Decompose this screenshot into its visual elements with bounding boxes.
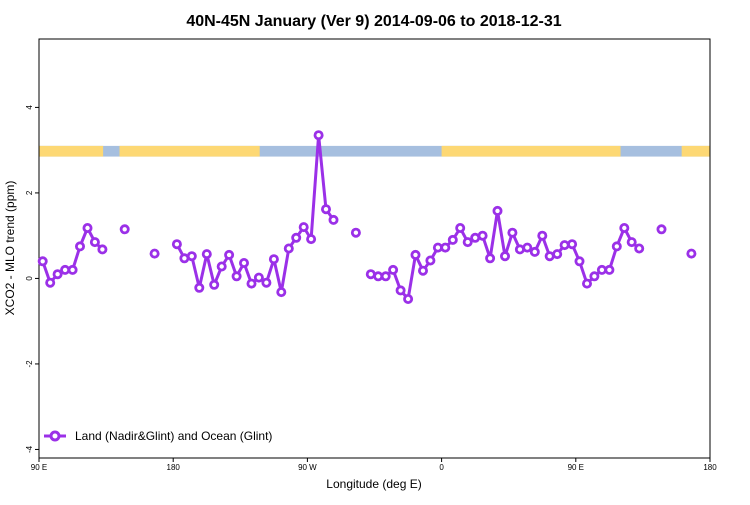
x-tick-label: 90 E bbox=[31, 463, 47, 472]
data-point bbox=[425, 255, 436, 266]
x-tick-label: 0 bbox=[439, 463, 444, 472]
data-point bbox=[298, 222, 309, 233]
legend-label: Land (Nadir&Glint) and Ocean (Glint) bbox=[75, 429, 272, 443]
data-point bbox=[559, 240, 570, 251]
x-axis: 90 E 180 90 W 0 90 E 180 bbox=[31, 458, 717, 472]
data-point bbox=[492, 205, 503, 216]
data-point bbox=[171, 239, 182, 250]
ocean-band bbox=[39, 145, 710, 157]
data-point bbox=[403, 293, 414, 304]
x-tick-label: 180 bbox=[703, 463, 717, 472]
land-band bbox=[39, 145, 104, 157]
data-point bbox=[574, 256, 585, 267]
data-point bbox=[656, 224, 667, 235]
data-point bbox=[37, 256, 48, 267]
y-axis-label: XCO2 - MLO trend (ppm) bbox=[3, 181, 17, 316]
data-point bbox=[582, 278, 593, 289]
data-point bbox=[380, 271, 391, 282]
data-point bbox=[552, 249, 563, 260]
data-point bbox=[328, 214, 339, 225]
x-tick-label: 90 W bbox=[298, 463, 317, 472]
data-point bbox=[313, 130, 324, 141]
data-point bbox=[499, 251, 510, 262]
data-point bbox=[395, 285, 406, 296]
data-point bbox=[119, 224, 130, 235]
data-point bbox=[201, 249, 212, 260]
data-point bbox=[522, 242, 533, 253]
data-point bbox=[209, 279, 220, 290]
y-axis: -4 -2 0 2 4 bbox=[25, 105, 39, 453]
data-point bbox=[45, 277, 56, 288]
data-point bbox=[268, 254, 279, 265]
data-point bbox=[291, 232, 302, 243]
plot-frame bbox=[38, 38, 711, 459]
data-point bbox=[97, 244, 108, 255]
data-point bbox=[261, 277, 272, 288]
data-point bbox=[224, 249, 235, 260]
data-point bbox=[253, 272, 264, 283]
data-point bbox=[589, 271, 600, 282]
land-band bbox=[441, 145, 621, 157]
data-point bbox=[276, 287, 287, 298]
data-point bbox=[246, 278, 257, 289]
chart-title: 40N-45N January (Ver 9) 2014-09-06 to 20… bbox=[186, 13, 561, 30]
data-point bbox=[410, 249, 421, 260]
data-point bbox=[283, 243, 294, 254]
data-point bbox=[350, 227, 361, 238]
data-point bbox=[611, 241, 622, 252]
data-point bbox=[567, 239, 578, 250]
data-point bbox=[529, 246, 540, 257]
legend-marker bbox=[49, 430, 61, 442]
land-ocean-surface-bar bbox=[39, 145, 710, 157]
data-point bbox=[320, 204, 331, 215]
legend: Land (Nadir&Glint) and Ocean (Glint) bbox=[44, 429, 272, 443]
data-point bbox=[619, 222, 630, 233]
land-band bbox=[119, 145, 260, 157]
data-point bbox=[75, 241, 86, 252]
data-point bbox=[388, 264, 399, 275]
data-point bbox=[634, 243, 645, 254]
y-tick-label: 0 bbox=[25, 276, 34, 281]
data-point bbox=[462, 237, 473, 248]
data-point bbox=[604, 264, 615, 275]
data-point bbox=[507, 227, 518, 238]
data-point bbox=[485, 253, 496, 264]
y-tick-label: -4 bbox=[25, 445, 34, 453]
data-point bbox=[149, 248, 160, 259]
series-layer bbox=[37, 130, 697, 304]
data-point bbox=[417, 265, 428, 276]
data-point bbox=[67, 264, 78, 275]
data-point bbox=[216, 261, 227, 272]
y-tick-label: 2 bbox=[25, 190, 34, 195]
data-point bbox=[52, 269, 63, 280]
land-band bbox=[681, 145, 710, 157]
data-point bbox=[82, 222, 93, 233]
data-point bbox=[455, 222, 466, 233]
y-tick-label: -2 bbox=[25, 360, 34, 368]
data-point bbox=[447, 234, 458, 245]
data-point bbox=[89, 237, 100, 248]
data-point bbox=[186, 251, 197, 262]
data-point bbox=[306, 234, 317, 245]
data-point bbox=[440, 242, 451, 253]
data-point bbox=[238, 257, 249, 268]
data-point bbox=[194, 282, 205, 293]
y-tick-label: 4 bbox=[25, 105, 34, 110]
x-axis-label: Longitude (deg E) bbox=[326, 477, 421, 491]
data-point bbox=[626, 237, 637, 248]
series-line bbox=[175, 133, 335, 294]
x-tick-label: 180 bbox=[167, 463, 181, 472]
data-point bbox=[537, 230, 548, 241]
x-tick-label: 90 E bbox=[568, 463, 584, 472]
data-point bbox=[477, 230, 488, 241]
data-point bbox=[231, 271, 242, 282]
data-point bbox=[686, 248, 697, 259]
